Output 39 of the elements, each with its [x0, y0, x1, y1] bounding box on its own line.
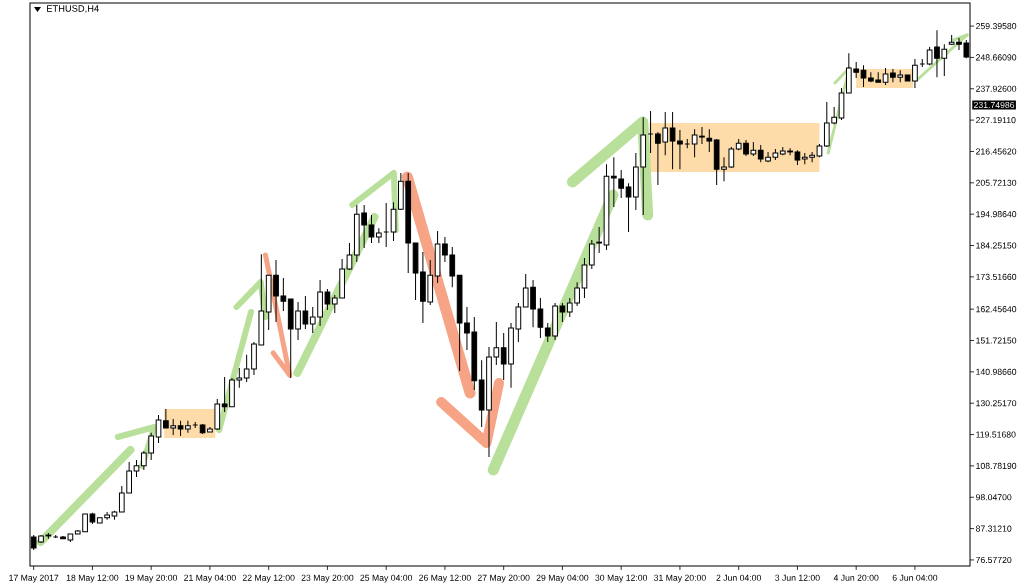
x-tick-label: 29 May 04:00	[536, 574, 589, 583]
x-tick-label: 6 Jun 04:00	[892, 574, 938, 581]
y-tick-label: 140.98660	[976, 368, 1017, 375]
candlestick	[706, 128, 713, 153]
y-tick-label: 227.19110	[976, 117, 1016, 124]
y-tick-label: 184.25150	[976, 242, 1017, 249]
y-tick-label: 151.72150	[976, 337, 1017, 344]
x-tick-label: 30 May 12:00	[595, 574, 648, 583]
y-tick-label: 87.31210	[975, 525, 1012, 532]
x-tick-label: 17 May 2017	[9, 574, 59, 583]
candlestick	[647, 110, 654, 154]
x-tick-label: 3 Jun 12:00	[775, 574, 820, 581]
x-tick-label: 21 May 04:00	[184, 574, 236, 583]
x-tick-label: 25 May 04:00	[360, 574, 413, 583]
x-tick-label: 18 May 12:00	[66, 574, 119, 583]
y-tick-label: 194.98640	[976, 211, 1017, 218]
x-tick-label: 4 Jun 20:00	[833, 574, 879, 581]
y-tick-label: 162.45640	[976, 306, 1017, 313]
y-tick-label: 259.39580	[976, 23, 1017, 30]
x-tick-label: 22 May 12:00	[242, 574, 295, 583]
x-tick-label: 2 Jun 04:00	[716, 574, 761, 581]
y-tick-label: 119.51680	[976, 431, 1016, 438]
y-tick-label: 216.45620	[976, 148, 1017, 155]
x-tick-label: 27 May 20:00	[477, 574, 530, 583]
x-tick-label: 23 May 20:00	[301, 574, 354, 583]
y-tick-label: 173.51660	[976, 273, 1017, 280]
x-tick-label: 19 May 20:00	[125, 574, 178, 583]
candlestick	[383, 202, 390, 248]
x-tick-label: 26 May 12:00	[419, 574, 471, 583]
y-tick-label: 205.72130	[976, 179, 1017, 186]
y-tick-label: 237.92600	[976, 85, 1017, 92]
y-tick-label: 130.25170	[976, 400, 1017, 407]
y-tick-label: 248.66090	[976, 54, 1017, 61]
x-tick-label: 31 May 20:00	[654, 574, 706, 583]
y-tick-label: 108.78190	[976, 462, 1017, 469]
y-tick-label: 76.57720	[976, 556, 1012, 563]
text: 231.74986	[974, 101, 1015, 109]
y-tick-label: 98.04700	[976, 494, 1012, 501]
chart-title: ETHUSD,H4	[47, 5, 99, 13]
